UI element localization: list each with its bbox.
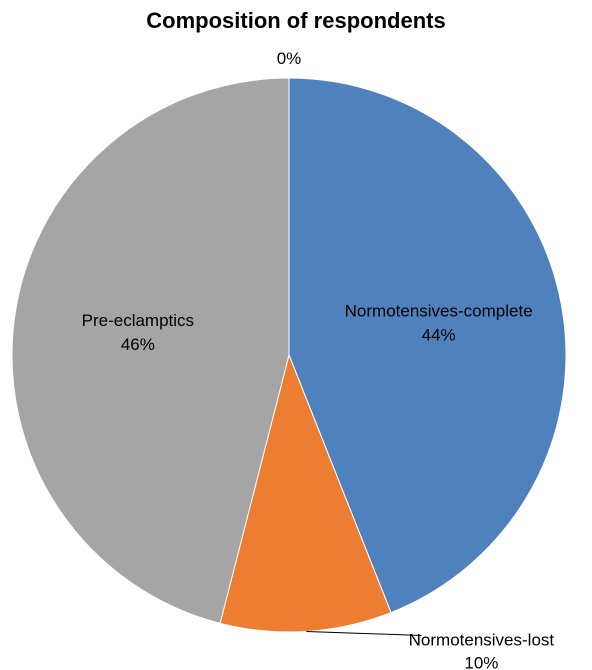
slice-label-normotensives-lost: Normotensives-lost bbox=[409, 630, 555, 649]
labels-layer: Normotensives-complete 44% Normotensives-l… bbox=[82, 49, 555, 670]
data-label-zero: 0% bbox=[277, 49, 302, 68]
leader-line-normotensives-lost bbox=[306, 630, 422, 636]
slices-layer bbox=[11, 77, 567, 633]
data-label-normotensives-lost: 10% bbox=[464, 653, 498, 670]
pie-slice-pre-eclamptics bbox=[11, 77, 290, 624]
slice-label-pre-eclamptics: Pre-eclamptics bbox=[82, 311, 194, 330]
chart-title: Composition of respondents bbox=[146, 8, 446, 33]
pie-slice-normotensives-complete bbox=[288, 77, 567, 614]
data-label-normotensives-complete: 44% bbox=[422, 325, 456, 344]
slice-label-normotensives-complete: Normotensives-complete bbox=[345, 301, 533, 320]
data-label-pre-eclamptics: 46% bbox=[121, 335, 155, 354]
pie-slice-normotensives-lost bbox=[219, 353, 392, 633]
